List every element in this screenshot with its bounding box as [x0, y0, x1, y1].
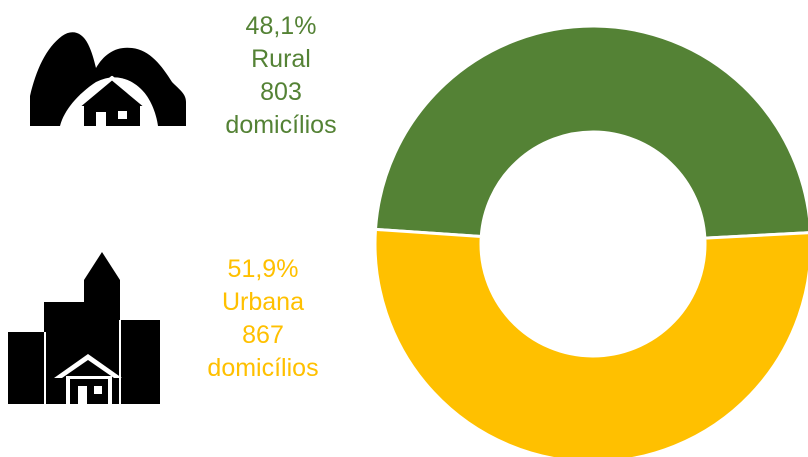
rural-count: 803: [260, 78, 302, 106]
urban-unit: domicílios: [207, 354, 319, 382]
rural-name: Rural: [251, 45, 311, 73]
urban-buildings-house-icon: [8, 252, 160, 404]
rural-label: 48,1% Rural 803 domicílios: [206, 10, 356, 142]
donut-slice-rural: [373, 24, 808, 240]
rural-percent: 48,1%: [245, 12, 317, 40]
rural-unit: domicílios: [225, 111, 337, 139]
urban-label: 51,9% Urbana 867 domicílios: [188, 253, 338, 385]
urban-percent: 51,9%: [227, 255, 299, 283]
urban-name: Urbana: [222, 288, 304, 316]
donut-slice-urbana: [373, 227, 808, 457]
urban-count: 867: [242, 321, 284, 349]
rural-hills-house-icon: [30, 32, 186, 126]
